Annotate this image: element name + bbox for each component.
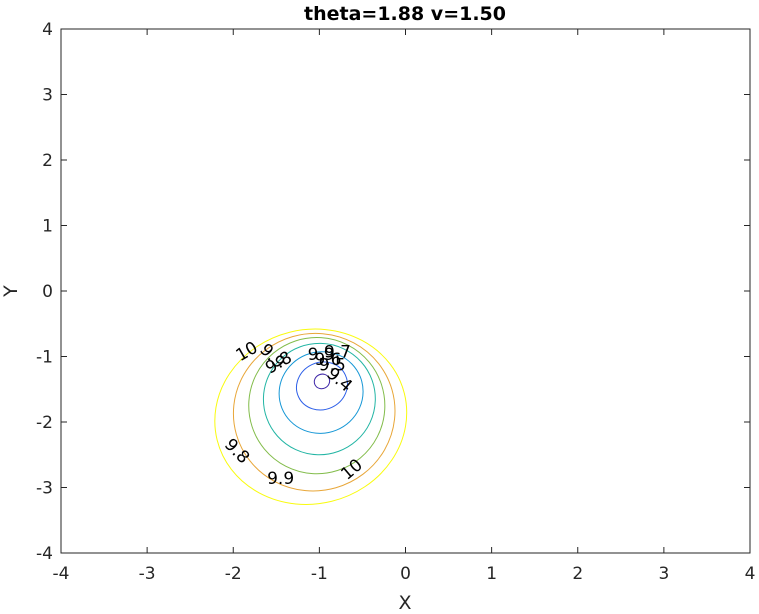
y-tick-label: 3: [42, 86, 53, 106]
x-tick-label: -3: [139, 564, 156, 584]
y-tick-label: 1: [42, 217, 53, 237]
contour-line-9-8: [248, 337, 386, 475]
contour-line-9-4: [313, 373, 331, 390]
x-tick-label: 0: [400, 564, 411, 584]
y-tick-label: 4: [42, 20, 53, 40]
x-tick-label: 3: [658, 564, 669, 584]
y-tick-label: -4: [36, 544, 53, 564]
x-tick-label: -1: [311, 564, 328, 584]
contour-label: 9.7: [324, 343, 351, 363]
y-tick-label: -3: [36, 479, 53, 499]
x-tick-label: 1: [486, 564, 497, 584]
contour-line-9-5: [296, 361, 348, 411]
contour-line-9-9: [232, 332, 396, 492]
contour-label: 9.6: [314, 350, 341, 370]
contour-label: 9.9: [267, 469, 294, 489]
contour-line-9-6: [278, 351, 364, 434]
contour-line-9-7: [262, 342, 376, 456]
contour-label: 9.5: [319, 356, 346, 376]
x-tick-label: 4: [745, 564, 756, 584]
x-axis-label: X: [398, 592, 411, 614]
chart-title: theta=1.88 v=1.50: [304, 3, 506, 25]
contour-label: 9.9: [308, 345, 335, 365]
y-tick-label: 0: [42, 282, 53, 302]
y-tick-label: -2: [36, 413, 53, 433]
y-tick-label: 2: [42, 151, 53, 171]
x-tick-label: 2: [572, 564, 583, 584]
contour-line-10: [214, 328, 408, 505]
y-tick-label: -1: [36, 348, 53, 368]
x-tick-label: -4: [53, 564, 70, 584]
x-tick-label: -2: [225, 564, 242, 584]
y-axis-label: Y: [0, 285, 22, 298]
axis-ticks: -4 -3 -2 -1 0 1 2 3 4 -4 -3 -2 -1 0 1 2 3 4: [36, 20, 755, 584]
